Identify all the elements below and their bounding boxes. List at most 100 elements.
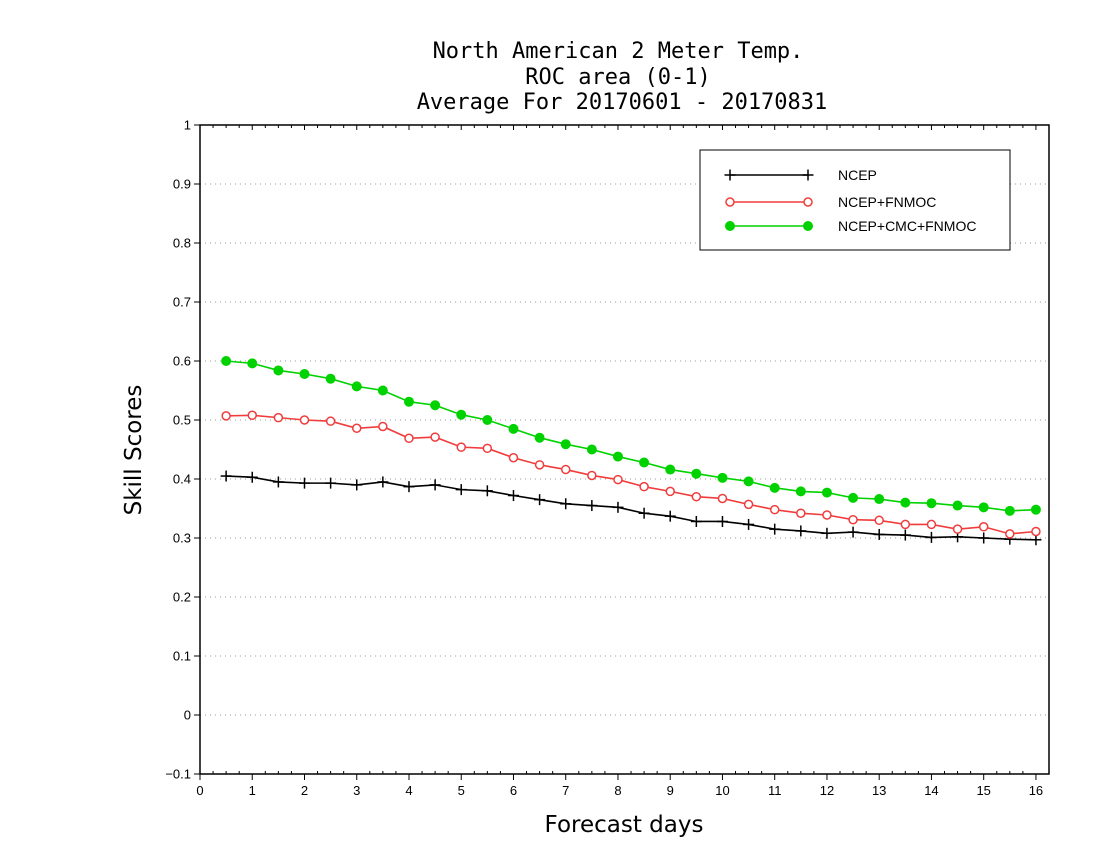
data-point-ncep-cmc-fnmoc — [821, 487, 832, 498]
data-point-ncep-cmc-fnmoc — [377, 385, 388, 396]
data-point-ncep — [246, 471, 258, 483]
x-tick-label: 16 — [1029, 783, 1043, 798]
y-tick-label: 1 — [184, 118, 191, 133]
data-point-ncep-cmc-fnmoc — [430, 400, 441, 411]
data-point-ncep — [429, 479, 441, 491]
legend-label-ncep: NCEP — [838, 167, 877, 183]
x-tick-label: 1 — [249, 783, 256, 798]
data-point-ncep — [272, 476, 284, 488]
grid-lines — [200, 183, 1049, 716]
y-axis-label: Skill Scores — [121, 385, 147, 516]
data-point-ncep-cmc-fnmoc — [508, 423, 519, 434]
series-ncep — [220, 470, 1042, 546]
data-point-ncep-cmc-fnmoc — [612, 451, 623, 462]
data-point-ncep-cmc-fnmoc — [560, 439, 571, 450]
data-point-ncep-fnmoc — [900, 519, 911, 530]
y-tick-label: 0.3 — [173, 531, 191, 546]
y-tick-label: 0 — [184, 708, 191, 723]
data-point-ncep-fnmoc — [769, 504, 780, 515]
y-tick-label: 0.2 — [173, 590, 191, 605]
chart-title-line-2: ROC area (0-1) — [525, 65, 710, 90]
data-point-ncep — [481, 485, 493, 497]
data-point-ncep-cmc-fnmoc — [299, 368, 310, 379]
y-axis-ticks: −0.1 0 0.1 0.2 0.3 0.4 0.5 0.6 0.7 0.8 0.9 1 — [165, 118, 200, 782]
series-ncep-cmc-fnmoc — [221, 356, 1041, 516]
x-tick-label: 14 — [924, 783, 938, 798]
legend-marker-start-ncep-cmc-fnmoc — [725, 221, 735, 231]
data-point-ncep-cmc-fnmoc — [743, 476, 754, 487]
data-point-ncep-fnmoc — [299, 415, 310, 425]
y-tick-label: 0.1 — [173, 649, 191, 664]
data-point-ncep-fnmoc — [430, 432, 440, 442]
chart-title-line-3: Average For 20170601 - 20170831 — [417, 90, 828, 115]
data-point-ncep-fnmoc — [639, 481, 649, 492]
data-point-ncep-cmc-fnmoc — [325, 373, 336, 384]
data-point-ncep — [769, 523, 781, 535]
data-point-ncep — [612, 501, 624, 513]
data-point-ncep-cmc-fnmoc — [900, 497, 911, 508]
y-tick-label: 0.8 — [173, 236, 191, 251]
x-tick-label: 2 — [301, 783, 308, 798]
x-tick-label: 11 — [768, 783, 782, 798]
data-point-ncep-cmc-fnmoc — [769, 482, 780, 493]
data-point-ncep-fnmoc — [743, 499, 754, 510]
y-tick-label: 0.5 — [173, 413, 191, 428]
data-point-ncep-fnmoc — [665, 486, 675, 497]
data-point-ncep — [925, 531, 937, 543]
legend-entry-ncep-fnmoc: NCEP+FNMOC — [725, 194, 936, 210]
legend-marker-end-ncep-cmc-fnmoc — [803, 221, 813, 231]
y-tick-label: 0.7 — [173, 295, 191, 310]
data-point-ncep-fnmoc — [587, 470, 597, 481]
data-point-ncep-cmc-fnmoc — [351, 381, 362, 392]
data-point-ncep-fnmoc — [560, 464, 571, 475]
data-series — [220, 356, 1042, 546]
data-point-ncep — [899, 529, 911, 541]
data-point-ncep-fnmoc — [822, 510, 832, 520]
data-point-ncep-cmc-fnmoc — [221, 356, 232, 366]
legend-label-ncep-cmc-fnmoc: NCEP+CMC+FNMOC — [838, 218, 976, 234]
series-line-ncep — [226, 475, 1036, 541]
x-tick-label: 12 — [820, 783, 834, 798]
chart-title: North American 2 Meter Temp. ROC area (0… — [417, 39, 828, 115]
data-point-ncep-fnmoc — [378, 421, 388, 432]
data-point-ncep-cmc-fnmoc — [639, 457, 650, 468]
data-point-ncep-cmc-fnmoc — [795, 486, 806, 497]
y-tick-label: 0.9 — [173, 177, 191, 192]
data-point-ncep-cmc-fnmoc — [1030, 504, 1041, 515]
data-point-ncep — [351, 479, 363, 491]
data-point-ncep-cmc-fnmoc — [534, 432, 545, 443]
data-point-ncep-fnmoc — [534, 460, 545, 470]
x-tick-label: 9 — [667, 783, 674, 798]
data-point-ncep-fnmoc — [874, 515, 884, 526]
data-point-ncep-cmc-fnmoc — [952, 500, 963, 511]
data-point-ncep-cmc-fnmoc — [273, 365, 284, 376]
data-point-ncep — [560, 498, 572, 510]
data-point-ncep — [664, 510, 676, 522]
series-ncep-fnmoc — [221, 410, 1041, 539]
x-tick-label: 3 — [353, 783, 360, 798]
chart-title-line-1: North American 2 Meter Temp. — [433, 39, 804, 64]
x-tick-label: 7 — [562, 783, 569, 798]
data-point-ncep-fnmoc — [796, 508, 806, 518]
data-point-ncep-fnmoc — [247, 410, 257, 421]
x-tick-label: 4 — [405, 783, 412, 798]
legend-marker-end-ncep — [802, 169, 814, 181]
legend-box — [699, 149, 1011, 251]
x-tick-label: 6 — [510, 783, 517, 798]
x-tick-label: 8 — [614, 783, 621, 798]
data-point-ncep-fnmoc — [351, 423, 362, 434]
data-point-ncep — [821, 527, 833, 539]
data-point-ncep-fnmoc — [508, 453, 519, 463]
x-tick-label: 0 — [196, 783, 203, 798]
data-point-ncep-fnmoc — [325, 416, 336, 426]
data-point-ncep-cmc-fnmoc — [247, 358, 258, 369]
series-line-ncep-cmc-fnmoc — [226, 360, 1036, 512]
data-point-ncep — [716, 515, 728, 527]
data-point-ncep — [325, 477, 337, 489]
legend-marker-start-ncep-fnmoc — [725, 197, 735, 207]
x-tick-label: 13 — [872, 783, 886, 798]
data-point-ncep — [507, 490, 519, 502]
legend-entries: NCEP NCEP+FNMOC NCEP+CMC+FNMOC — [724, 167, 976, 234]
y-tick-label: 0.4 — [173, 472, 191, 487]
